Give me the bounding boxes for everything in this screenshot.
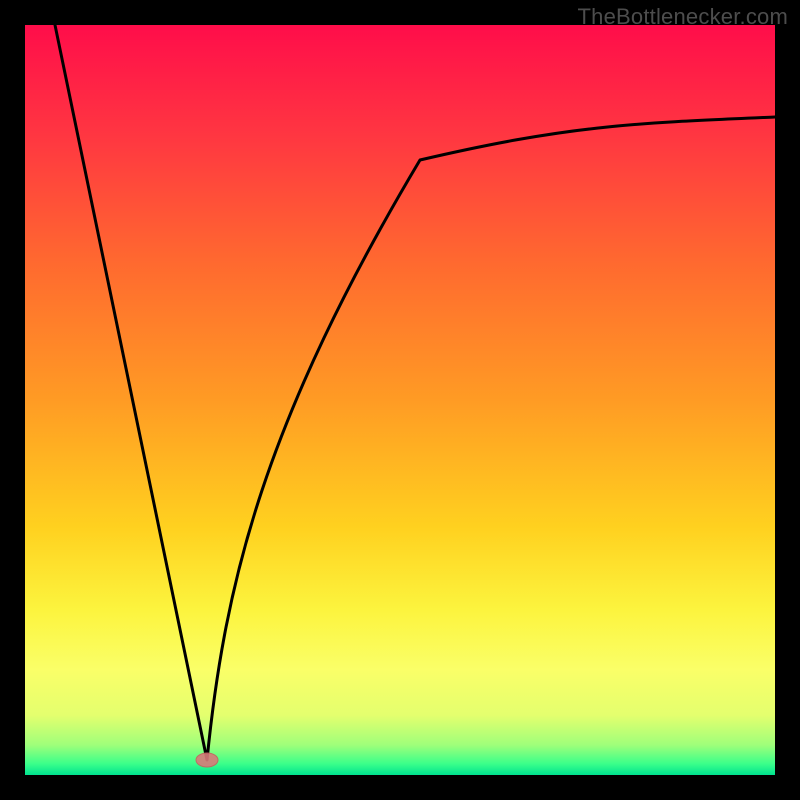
minimum-marker <box>196 753 218 767</box>
plot-background <box>25 25 775 775</box>
watermark-text: TheBottlenecker.com <box>578 4 788 30</box>
bottleneck-chart: TheBottlenecker.com <box>0 0 800 800</box>
chart-svg <box>0 0 800 800</box>
